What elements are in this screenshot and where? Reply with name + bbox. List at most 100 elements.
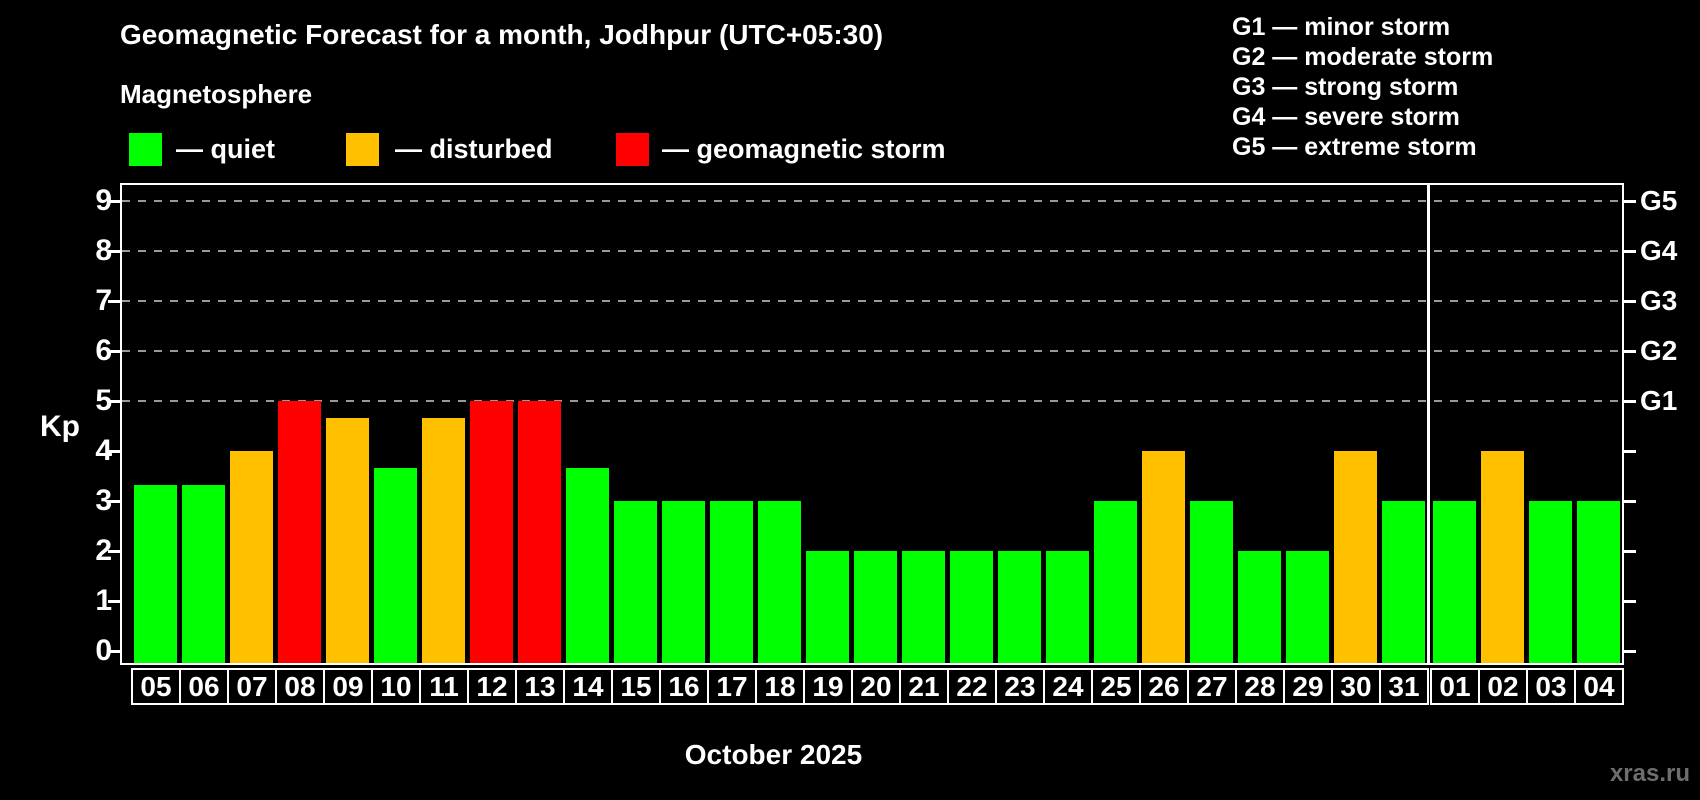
bar-day-23: [997, 551, 1041, 663]
g-label-g1: G1: [1640, 385, 1678, 416]
bar-day-05: [133, 484, 177, 663]
x-label-25: 25: [1091, 668, 1141, 705]
bar-day-19: [805, 551, 849, 663]
g4-legend-line: G4 — severe storm: [1232, 103, 1460, 131]
g2-legend-line: G2 — moderate storm: [1232, 43, 1494, 71]
x-label-21: 21: [899, 668, 949, 705]
y-tick-left-5: [108, 400, 120, 403]
y-tick-right-7: [1624, 300, 1636, 303]
bar-day-22: [949, 551, 993, 663]
g-label-g4: G4: [1640, 235, 1678, 266]
g-label-g2: G2: [1640, 335, 1678, 366]
bar-day-13: [517, 401, 561, 663]
y-tick-label-9: 9: [95, 184, 112, 217]
y-tick-label-3: 3: [95, 484, 112, 517]
x-label-29: 29: [1283, 668, 1333, 705]
x-label-31: 31: [1379, 668, 1429, 705]
bar-day-08: [277, 401, 321, 663]
bar-day-10: [373, 467, 417, 663]
g1-legend-line: G1 — minor storm: [1232, 13, 1451, 41]
g5-legend-line: G5 — extreme storm: [1232, 133, 1477, 161]
x-label-17: 17: [707, 668, 757, 705]
x-label-05: 05: [131, 668, 181, 705]
bar-day-17: [709, 501, 753, 663]
x-label-20: 20: [851, 668, 901, 705]
y-tick-left-6: [108, 350, 120, 353]
x-label-23: 23: [995, 668, 1045, 705]
bar-day-31: [1381, 501, 1425, 663]
y-tick-right-8: [1624, 250, 1636, 253]
watermark: xras.ru: [1609, 760, 1690, 787]
x-label-18: 18: [755, 668, 805, 705]
bar-day-21: [901, 551, 945, 663]
y-tick-label-7: 7: [95, 284, 112, 317]
bar-day-03: [1528, 501, 1572, 663]
y-tick-label-2: 2: [95, 534, 112, 567]
y-tick-left-2: [108, 550, 120, 553]
x-label-01: 01: [1430, 668, 1480, 705]
gridline-kp8: [122, 250, 1622, 252]
bar-day-20: [853, 551, 897, 663]
y-tick-left-4: [108, 450, 120, 453]
y-tick-left-8: [108, 250, 120, 253]
y-tick-left-7: [108, 300, 120, 303]
bar-day-01: [1432, 501, 1476, 663]
y-tick-right-6: [1624, 350, 1636, 353]
bar-day-29: [1285, 551, 1329, 663]
x-label-10: 10: [371, 668, 421, 705]
x-label-04: 04: [1574, 668, 1624, 705]
month-separator-line: [1427, 185, 1430, 663]
gridline-kp6: [122, 350, 1622, 352]
y-tick-left-0: [108, 650, 120, 653]
x-label-22: 22: [947, 668, 997, 705]
x-label-28: 28: [1235, 668, 1285, 705]
x-label-19: 19: [803, 668, 853, 705]
y-tick-label-6: 6: [95, 334, 112, 367]
x-label-16: 16: [659, 668, 709, 705]
x-label-07: 07: [227, 668, 277, 705]
legend-disturbed-swatch-icon: [346, 133, 379, 166]
chart-plot-area: [108, 183, 1636, 665]
legend-quiet-label: — quiet: [176, 134, 275, 164]
x-label-02: 02: [1478, 668, 1528, 705]
g-label-g5: G5: [1640, 185, 1678, 216]
gridline-kp5: [122, 400, 1622, 402]
x-label-30: 30: [1331, 668, 1381, 705]
x-label-11: 11: [419, 668, 469, 705]
y-tick-right-2: [1624, 550, 1636, 553]
y-tick-left-3: [108, 500, 120, 503]
g3-legend-line: G3 — strong storm: [1232, 73, 1459, 101]
x-label-27: 27: [1187, 668, 1237, 705]
bar-day-25: [1093, 501, 1137, 663]
y-tick-right-1: [1624, 600, 1636, 603]
g-label-g3: G3: [1640, 285, 1678, 316]
legend-quiet-swatch-icon: [129, 133, 162, 166]
y-tick-right-9: [1624, 200, 1636, 203]
y-tick-left-1: [108, 600, 120, 603]
bar-day-26: [1141, 451, 1185, 663]
bar-day-04: [1576, 501, 1620, 663]
bar-day-06: [181, 484, 225, 663]
x-label-08: 08: [275, 668, 325, 705]
y-tick-right-5: [1624, 400, 1636, 403]
y-tick-right-3: [1624, 500, 1636, 503]
bar-day-07: [229, 451, 273, 663]
gridline-kp9: [122, 200, 1622, 202]
bar-day-28: [1237, 551, 1281, 663]
x-label-09: 09: [323, 668, 373, 705]
y-tick-label-0: 0: [95, 634, 112, 667]
legend-disturbed-label: — disturbed: [395, 134, 553, 164]
g-scale-legend: G1 — minor storm G2 — moderate storm G3 …: [1232, 12, 1493, 162]
bar-day-18: [757, 501, 801, 663]
x-label-06: 06: [179, 668, 229, 705]
y-tick-right-4: [1624, 450, 1636, 453]
x-label-26: 26: [1139, 668, 1189, 705]
x-label-13: 13: [515, 668, 565, 705]
gridline-kp7: [122, 300, 1622, 302]
x-label-12: 12: [467, 668, 517, 705]
bar-day-02: [1480, 451, 1524, 663]
y-tick-label-8: 8: [95, 234, 112, 267]
x-axis-month-title: October 2025: [684, 739, 863, 770]
magnetosphere-subtitle: Magnetosphere: [120, 79, 313, 109]
bar-day-09: [325, 417, 369, 663]
